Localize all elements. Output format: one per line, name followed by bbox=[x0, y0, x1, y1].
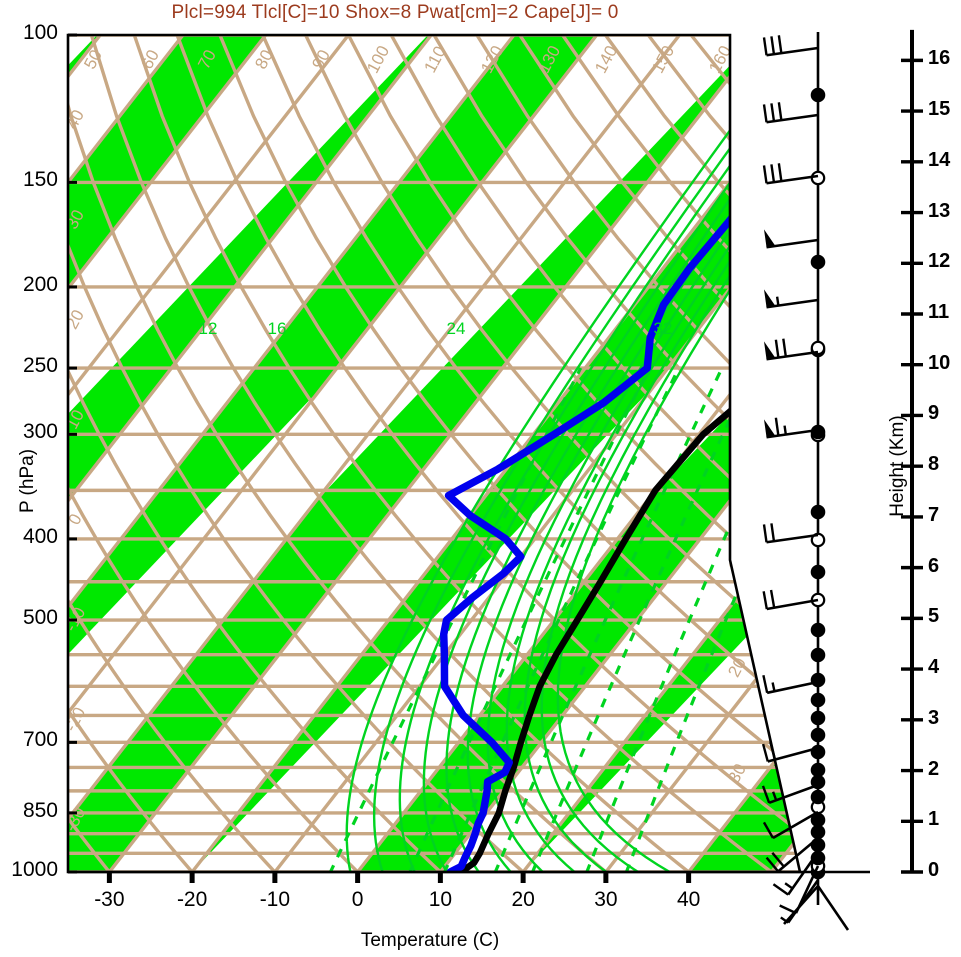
temperature-tick--30: -30 bbox=[94, 888, 125, 911]
pressure-tick-1000: 1000 bbox=[11, 858, 58, 881]
height-tick-15: 15 bbox=[928, 98, 951, 121]
pressure-tick-850: 850 bbox=[22, 798, 58, 822]
height-tick-12: 12 bbox=[928, 250, 951, 273]
height-tick-5: 5 bbox=[928, 605, 940, 628]
pressure-tick-700: 700 bbox=[22, 728, 58, 752]
temperature-axis-title: Temperature (C) bbox=[360, 930, 500, 951]
temperature-tick-10: 10 bbox=[428, 888, 453, 911]
height-tick-1: 1 bbox=[928, 808, 940, 831]
height-tick-9: 9 bbox=[928, 402, 940, 425]
temperature-tick--20: -20 bbox=[176, 888, 208, 911]
svg-text:24: 24 bbox=[447, 319, 466, 338]
temperature-tick-20: 20 bbox=[511, 888, 535, 911]
height-tick-0: 0 bbox=[928, 859, 940, 881]
svg-text:12: 12 bbox=[199, 319, 218, 338]
pressure-tick-300: 300 bbox=[22, 420, 58, 444]
svg-text:16: 16 bbox=[268, 319, 287, 338]
temperature-tick-0: 0 bbox=[351, 888, 364, 911]
height-tick-16: 16 bbox=[928, 47, 951, 70]
height-tick-3: 3 bbox=[928, 706, 940, 729]
svg-text:32: 32 bbox=[654, 319, 673, 338]
temperature-tick-30: 30 bbox=[594, 888, 618, 911]
pressure-tick-500: 500 bbox=[22, 606, 58, 630]
svg-text:6: 6 bbox=[538, 871, 559, 888]
pressure-tick-400: 400 bbox=[22, 524, 58, 548]
pressure-tick-150: 150 bbox=[22, 168, 58, 192]
pressure-tick-100: 100 bbox=[22, 21, 58, 44]
page-title: Plcl=994 Tlcl[C]=10 Shox=8 Pwat[cm]=2 Ca… bbox=[171, 2, 619, 23]
svg-text:3: 3 bbox=[352, 871, 373, 888]
height-tick-13: 13 bbox=[928, 199, 951, 222]
height-tick-6: 6 bbox=[928, 554, 940, 577]
temperature-tick--10: -10 bbox=[259, 888, 291, 911]
height-tick-4: 4 bbox=[928, 656, 940, 679]
height-tick-11: 11 bbox=[928, 301, 950, 323]
height-tick-10: 10 bbox=[928, 351, 951, 374]
height-tick-14: 14 bbox=[928, 148, 951, 171]
height-axis-title: Height (Km) bbox=[887, 415, 908, 517]
temperature-tick-40: 40 bbox=[676, 888, 701, 911]
height-tick-8: 8 bbox=[928, 453, 940, 476]
height-tick-2: 2 bbox=[928, 757, 940, 780]
pressure-tick-250: 250 bbox=[22, 354, 58, 378]
height-tick-7: 7 bbox=[928, 503, 940, 526]
pressure-tick-200: 200 bbox=[22, 272, 58, 296]
